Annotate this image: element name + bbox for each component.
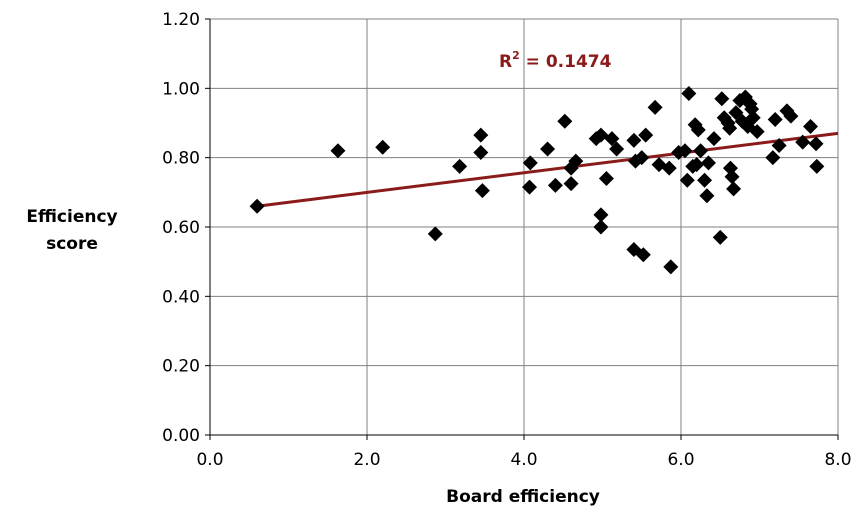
scatter-point (722, 120, 738, 136)
scatter-point (521, 179, 537, 195)
scatter-point (808, 136, 824, 152)
scatter-point (767, 112, 783, 128)
scatter-point (795, 134, 811, 150)
scatter-point (699, 188, 715, 204)
r-squared-prefix: R (499, 52, 512, 72)
scatter-point (593, 219, 609, 235)
x-tick-label: 0.0 (196, 450, 223, 470)
scatter-point (663, 259, 679, 275)
scatter-point (598, 170, 614, 186)
scatter-point (249, 198, 265, 214)
scatter-point (563, 176, 579, 192)
scatter-point (635, 247, 651, 263)
scatter-point (540, 141, 556, 157)
tick-labels: 0.0 2.0 4.0 6.0 8.0 0.00 0.20 0.40 0.60 0.80 1.00 1… (162, 10, 851, 470)
scatter-point (726, 181, 742, 197)
axes (205, 18, 839, 440)
scatter-point (745, 110, 761, 126)
scatter-point (724, 169, 740, 185)
x-tick-label: 8.0 (824, 450, 851, 470)
scatter-point (473, 127, 489, 143)
data-points (249, 86, 825, 275)
scatter-point (714, 91, 730, 107)
scatter-point (522, 155, 538, 171)
scatter-point (693, 143, 709, 159)
scatter-point (626, 132, 642, 148)
scatter-point (604, 131, 620, 147)
y-tick-label: 0.60 (162, 218, 200, 238)
y-tick-label: 1.00 (162, 79, 200, 99)
scatter-point (765, 150, 781, 166)
scatter-point (700, 155, 716, 171)
y-tick-label: 0.00 (162, 426, 200, 446)
scatter-point (679, 172, 695, 188)
scatter-point (677, 143, 693, 159)
y-axis-title-line-1: Efficiency (26, 207, 117, 227)
y-axis-title-line-2: score (46, 234, 98, 254)
r-squared-value: = 0.1474 (520, 52, 612, 72)
scatter-point (706, 131, 722, 147)
scatter-point (330, 143, 346, 159)
grid-lines (210, 18, 839, 435)
x-tick-label: 6.0 (667, 450, 694, 470)
scatter-point (452, 158, 468, 174)
scatter-point (427, 226, 443, 242)
scatter-point (690, 122, 706, 138)
scatter-point (809, 158, 825, 174)
scatter-point (474, 183, 490, 199)
scatter-point (593, 207, 609, 223)
scatter-point (681, 86, 697, 102)
scatter-point (638, 127, 654, 143)
scatter-point (689, 157, 705, 173)
r-squared-superscript: 2 (512, 49, 520, 62)
y-tick-label: 0.80 (162, 149, 200, 169)
scatter-point (783, 108, 799, 124)
scatter-point (634, 150, 650, 166)
r-squared-label: R2 = 0.1474 (499, 49, 612, 72)
scatter-point (568, 153, 584, 169)
x-axis-title: Board efficiency (446, 487, 600, 507)
scatter-point (712, 229, 728, 245)
scatter-point (803, 118, 819, 134)
scatter-point (697, 172, 713, 188)
scatter-point (661, 160, 677, 176)
scatter-point (473, 144, 489, 160)
scatter-point (593, 127, 609, 143)
scatter-point (609, 141, 625, 157)
scatter-point (375, 139, 391, 155)
y-tick-label: 1.20 (162, 10, 200, 30)
scatter-point (687, 117, 703, 133)
scatter-point (749, 124, 765, 140)
x-tick-label: 4.0 (510, 450, 537, 470)
y-tick-label: 0.20 (162, 357, 200, 377)
scatter-point (547, 177, 563, 193)
y-tick-label: 0.40 (162, 287, 200, 307)
trendline (256, 131, 839, 208)
scatter-point (771, 138, 787, 154)
scatter-point (647, 99, 663, 115)
trendline-group (256, 131, 839, 208)
x-tick-label: 2.0 (353, 450, 380, 470)
scatter-point (557, 113, 573, 129)
